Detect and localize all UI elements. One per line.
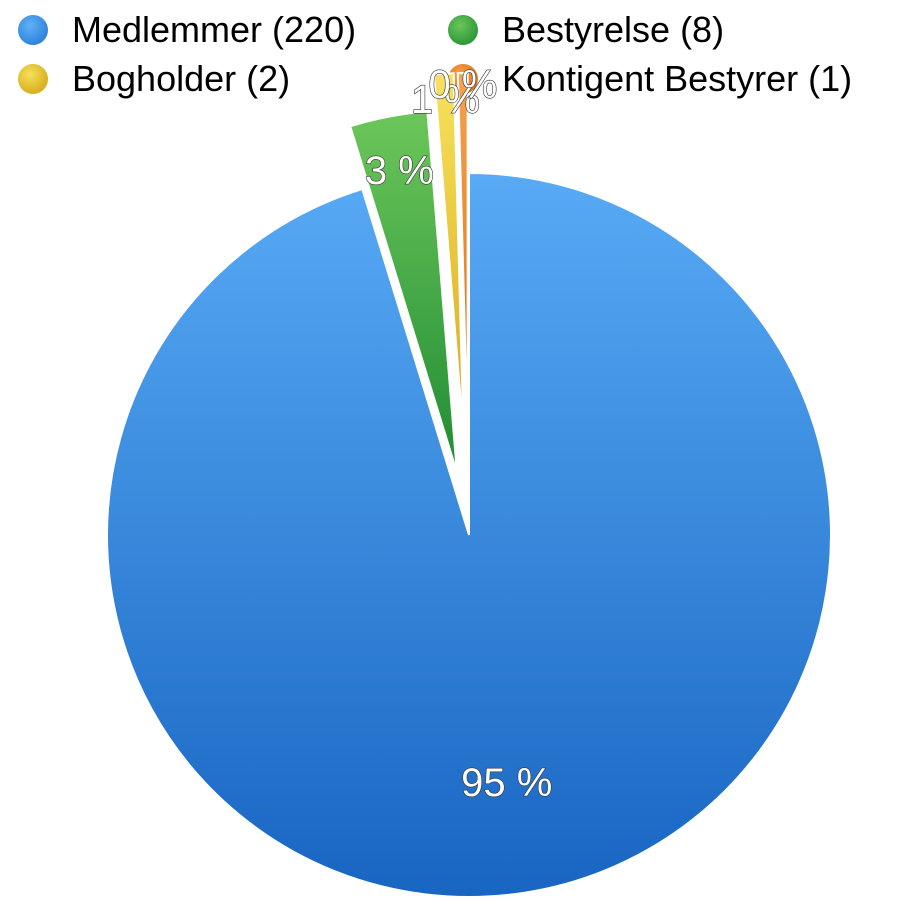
legend-label-medlemmer: Medlemmer (220) [72, 9, 357, 50]
legend-label-bestyrelse: Bestyrelse (8) [502, 9, 725, 50]
legend-item-bogholder: Bogholder (2) [18, 55, 290, 103]
legend-label-kontigent-bestyrer: Kontigent Bestyrer (1) [502, 58, 853, 99]
legend-item-kontigent-bestyrer: Kontigent Bestyrer (1) [448, 55, 852, 103]
pie-slice-bestyrelse [348, 110, 458, 473]
pie-percent-labels: 95 % 3 % 1 %0 % [364, 62, 553, 805]
chart-legend: Medlemmer (220) Bestyrelse (8) Bogholder… [0, 0, 918, 110]
legend-swatch-medlemmer [18, 15, 48, 45]
pie-slices [106, 72, 833, 898]
legend-swatch-bogholder [18, 64, 48, 94]
legend-item-bestyrelse: Bestyrelse (8) [448, 6, 724, 54]
pie-slice-bogholder [432, 72, 465, 436]
legend-item-medlemmer: Medlemmer (220) [18, 6, 356, 54]
pie-label-kontigent-bestyrer: 0 % [428, 63, 497, 107]
pie-slice-kontigent-bestyrer [456, 72, 469, 436]
pie-label-bestyrelse: 3 % [365, 149, 434, 193]
legend-swatch-bestyrelse [448, 15, 478, 45]
pie-label-bogholder: 1 % [411, 78, 480, 122]
legend-label-bogholder: Bogholder (2) [72, 58, 291, 99]
pie-slice-medlemmer [106, 171, 833, 898]
pie-label-medlemmer: 95 % [461, 761, 552, 805]
